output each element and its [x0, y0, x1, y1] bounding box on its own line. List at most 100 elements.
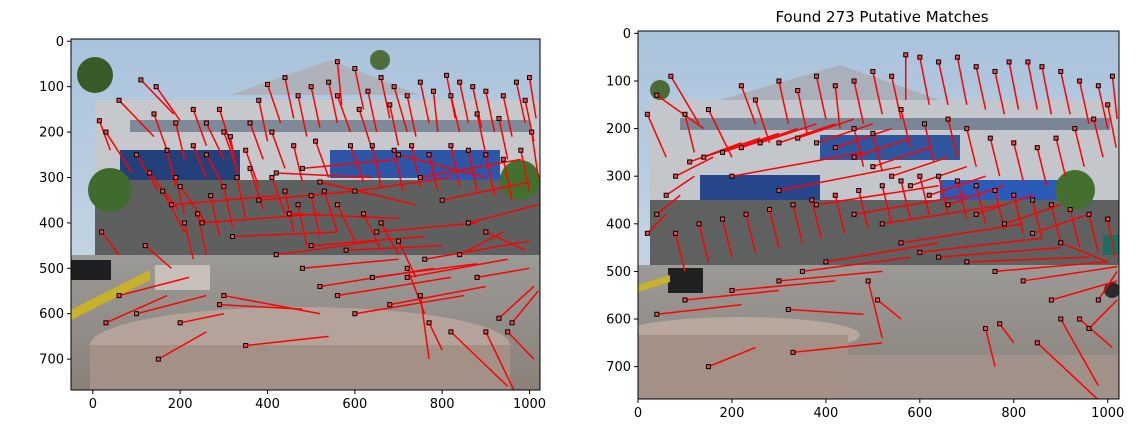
keypoint-marker: [1034, 340, 1040, 346]
match-line: [292, 145, 304, 183]
keypoint-marker: [644, 111, 650, 117]
match-line: [476, 113, 487, 155]
left-panel: 0 200 400 600 800 1000 0 100 200 300 400 500 600 700: [39, 35, 546, 412]
keypoint-marker: [1077, 316, 1083, 322]
match-line: [923, 123, 935, 163]
match-line: [674, 233, 686, 272]
keypoint-marker: [720, 149, 726, 155]
y-tick-label: 300: [39, 171, 64, 186]
keypoint-marker: [1020, 278, 1026, 284]
match-line: [380, 77, 391, 119]
match-line: [872, 146, 930, 168]
keypoint-marker: [992, 268, 998, 274]
match-line: [646, 114, 667, 158]
x-tick-label: 400: [255, 397, 280, 412]
match-line: [485, 231, 526, 251]
keypoint-marker: [936, 254, 942, 260]
match-line: [797, 118, 855, 139]
match-line: [98, 120, 112, 151]
keypoint-marker: [295, 93, 301, 99]
y-tick-label: 500: [39, 262, 64, 277]
keypoint-marker: [496, 315, 502, 321]
keypoint-marker: [203, 152, 209, 158]
keypoint-marker: [870, 130, 876, 136]
match-line: [271, 177, 286, 215]
match-line: [502, 159, 513, 201]
keypoint-marker: [347, 143, 353, 149]
keypoint-marker: [903, 52, 909, 58]
keypoint-marker: [1095, 297, 1101, 303]
match-line: [140, 79, 175, 115]
match-line: [476, 267, 530, 279]
keypoint-marker: [865, 278, 871, 284]
match-line: [266, 84, 282, 124]
keypoint-marker: [474, 111, 480, 117]
match-line: [166, 150, 177, 187]
match-line: [428, 322, 443, 351]
x-tick-label: 1000: [513, 397, 546, 412]
keypoint-marker: [983, 326, 989, 332]
right-x-ticks: 0 200 400 600 800 1000: [634, 399, 1124, 421]
keypoint-marker: [1109, 73, 1115, 79]
keypoint-marker: [767, 207, 773, 213]
match-line: [406, 95, 417, 137]
keypoint-marker: [898, 178, 904, 184]
match-line: [872, 133, 883, 172]
match-line: [468, 204, 539, 224]
match-line: [236, 177, 247, 219]
match-line: [302, 258, 399, 270]
keypoint-marker: [173, 120, 179, 126]
left-x-ticks: 0 200 400 600 800 1000: [89, 390, 546, 412]
match-line: [1088, 299, 1118, 330]
match-line: [310, 195, 321, 237]
keypoint-marker: [417, 174, 423, 180]
keypoint-marker: [1039, 64, 1045, 70]
x-tick-label: 1000: [1091, 406, 1124, 421]
match-line: [153, 113, 168, 151]
keypoint-marker: [851, 78, 857, 84]
keypoint-marker: [99, 229, 105, 235]
match-line: [450, 95, 461, 133]
match-line: [947, 118, 959, 158]
match-line: [881, 185, 893, 224]
keypoint-marker: [1058, 240, 1064, 246]
match-line: [796, 90, 808, 134]
match-line: [223, 186, 234, 228]
keypoint-marker: [776, 78, 782, 84]
keypoint-marker: [509, 320, 515, 326]
match-line: [393, 86, 408, 133]
keypoint-marker: [1053, 135, 1059, 141]
keypoint-marker: [1025, 59, 1031, 65]
right-y-ticks: 0 100 200 300 400 500 600 700: [606, 27, 638, 375]
keypoint-marker: [799, 268, 805, 274]
match-line: [458, 81, 470, 124]
match-line: [245, 335, 329, 347]
keypoint-marker: [457, 79, 463, 85]
keypoint-marker: [265, 81, 271, 87]
match-line: [675, 156, 714, 177]
match-line: [740, 85, 757, 125]
keypoint-marker: [813, 73, 819, 79]
match-line: [311, 235, 425, 247]
keypoint-marker: [776, 140, 782, 146]
match-line: [407, 258, 508, 279]
left-y-ticks: 0 100 200 300 400 500 600 700: [39, 35, 71, 368]
match-line: [792, 342, 883, 354]
match-line: [656, 94, 705, 130]
y-tick-label: 200: [39, 126, 64, 141]
keypoint-marker: [1011, 140, 1017, 146]
match-line: [389, 285, 486, 306]
keypoint-marker: [465, 147, 471, 153]
keypoint-marker: [1105, 216, 1111, 222]
keypoint-marker: [673, 230, 679, 236]
keypoint-marker: [96, 118, 102, 124]
match-line: [1051, 280, 1118, 301]
match-line: [1069, 209, 1081, 248]
y-tick-label: 700: [39, 353, 64, 368]
keypoint-marker: [142, 243, 148, 249]
match-line: [1031, 199, 1043, 239]
match-line: [745, 214, 757, 253]
match-line: [432, 91, 439, 133]
keypoint-marker: [1006, 59, 1012, 65]
match-line: [731, 151, 864, 177]
